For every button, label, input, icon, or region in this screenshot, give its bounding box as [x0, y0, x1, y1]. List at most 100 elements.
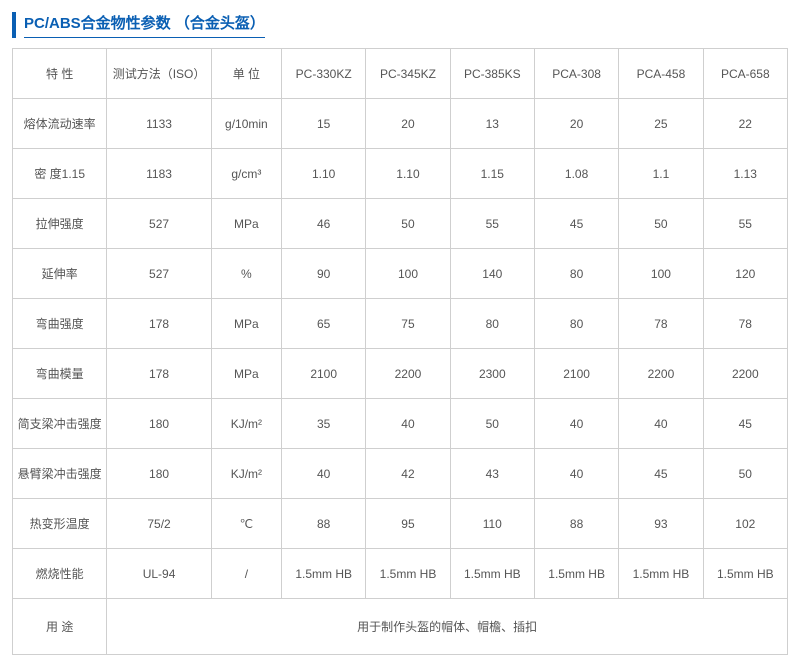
cell-r6-c3: 35	[282, 399, 366, 449]
cell-r9-c4: 1.5mm HB	[366, 549, 450, 599]
cell-r6-c5: 50	[450, 399, 534, 449]
cell-r6-c7: 40	[619, 399, 703, 449]
table-row: 延伸率527%9010014080100120	[13, 249, 788, 299]
cell-r3-c1: 527	[107, 249, 211, 299]
cell-r8-c5: 110	[450, 499, 534, 549]
cell-r3-c8: 120	[703, 249, 787, 299]
cell-r4-c2: MPa	[211, 299, 281, 349]
cell-r2-c4: 50	[366, 199, 450, 249]
cell-r2-c1: 527	[107, 199, 211, 249]
cell-r0-c8: 22	[703, 99, 787, 149]
cell-r6-c8: 45	[703, 399, 787, 449]
cell-r3-c5: 140	[450, 249, 534, 299]
cell-r7-c4: 42	[366, 449, 450, 499]
cell-r2-c8: 55	[703, 199, 787, 249]
cell-r8-c0: 热变形温度	[13, 499, 107, 549]
cell-r8-c7: 93	[619, 499, 703, 549]
cell-r7-c2: KJ/m²	[211, 449, 281, 499]
cell-r2-c0: 拉伸强度	[13, 199, 107, 249]
cell-r7-c6: 40	[534, 449, 618, 499]
cell-r1-c8: 1.13	[703, 149, 787, 199]
cell-r1-c6: 1.08	[534, 149, 618, 199]
cell-r7-c7: 45	[619, 449, 703, 499]
cell-r9-c3: 1.5mm HB	[282, 549, 366, 599]
cell-r0-c4: 20	[366, 99, 450, 149]
cell-r8-c1: 75/2	[107, 499, 211, 549]
cell-r1-c2: g/cm³	[211, 149, 281, 199]
cell-r6-c6: 40	[534, 399, 618, 449]
cell-r3-c7: 100	[619, 249, 703, 299]
cell-r2-c6: 45	[534, 199, 618, 249]
cell-r0-c6: 20	[534, 99, 618, 149]
col-header-2: 单 位	[211, 49, 281, 99]
cell-r9-c8: 1.5mm HB	[703, 549, 787, 599]
table-row: 弯曲强度178MPa657580807878	[13, 299, 788, 349]
cell-r5-c7: 2200	[619, 349, 703, 399]
cell-r9-c6: 1.5mm HB	[534, 549, 618, 599]
cell-r5-c0: 弯曲模量	[13, 349, 107, 399]
cell-r1-c5: 1.15	[450, 149, 534, 199]
cell-r6-c4: 40	[366, 399, 450, 449]
table-row: 熔体流动速率1133g/10min152013202522	[13, 99, 788, 149]
cell-r4-c0: 弯曲强度	[13, 299, 107, 349]
cell-r8-c8: 102	[703, 499, 787, 549]
cell-r6-c2: KJ/m²	[211, 399, 281, 449]
cell-r0-c0: 熔体流动速率	[13, 99, 107, 149]
cell-r9-c7: 1.5mm HB	[619, 549, 703, 599]
cell-r3-c0: 延伸率	[13, 249, 107, 299]
cell-r1-c1: 1183	[107, 149, 211, 199]
cell-r7-c8: 50	[703, 449, 787, 499]
cell-r9-c0: 燃烧性能	[13, 549, 107, 599]
cell-r8-c2: ℃	[211, 499, 281, 549]
cell-r5-c1: 178	[107, 349, 211, 399]
cell-r7-c3: 40	[282, 449, 366, 499]
cell-r5-c8: 2200	[703, 349, 787, 399]
cell-r4-c8: 78	[703, 299, 787, 349]
col-header-6: PCA-308	[534, 49, 618, 99]
cell-r7-c1: 180	[107, 449, 211, 499]
cell-r5-c6: 2100	[534, 349, 618, 399]
table-row: 拉伸强度527MPa465055455055	[13, 199, 788, 249]
table-row: 热变形温度75/2℃88951108893102	[13, 499, 788, 549]
table-row: 悬臂梁冲击强度180KJ/m²404243404550	[13, 449, 788, 499]
cell-r8-c3: 88	[282, 499, 366, 549]
spec-table: 特 性测试方法（ISO）单 位PC-330KZPC-345KZPC-385KSP…	[12, 48, 788, 655]
cell-r1-c4: 1.10	[366, 149, 450, 199]
cell-r9-c5: 1.5mm HB	[450, 549, 534, 599]
cell-r4-c5: 80	[450, 299, 534, 349]
table-head: 特 性测试方法（ISO）单 位PC-330KZPC-345KZPC-385KSP…	[13, 49, 788, 99]
usage-row: 用 途用于制作头盔的帽体、帽檐、插扣	[13, 599, 788, 655]
cell-r4-c4: 75	[366, 299, 450, 349]
cell-r4-c7: 78	[619, 299, 703, 349]
col-header-7: PCA-458	[619, 49, 703, 99]
cell-r5-c5: 2300	[450, 349, 534, 399]
cell-r2-c3: 46	[282, 199, 366, 249]
table-body: 熔体流动速率1133g/10min152013202522密 度1.151183…	[13, 99, 788, 655]
title-container: PC/ABS合金物性参数 （合金头盔）	[12, 12, 788, 38]
cell-r5-c4: 2200	[366, 349, 450, 399]
usage-label: 用 途	[13, 599, 107, 655]
cell-r8-c6: 88	[534, 499, 618, 549]
cell-r6-c0: 简支梁冲击强度	[13, 399, 107, 449]
cell-r0-c3: 15	[282, 99, 366, 149]
table-row: 弯曲模量178MPa210022002300210022002200	[13, 349, 788, 399]
table-row: 简支梁冲击强度180KJ/m²354050404045	[13, 399, 788, 449]
cell-r4-c3: 65	[282, 299, 366, 349]
cell-r0-c2: g/10min	[211, 99, 281, 149]
usage-value: 用于制作头盔的帽体、帽檐、插扣	[107, 599, 788, 655]
cell-r8-c4: 95	[366, 499, 450, 549]
cell-r4-c6: 80	[534, 299, 618, 349]
col-header-0: 特 性	[13, 49, 107, 99]
cell-r7-c0: 悬臂梁冲击强度	[13, 449, 107, 499]
col-header-3: PC-330KZ	[282, 49, 366, 99]
cell-r9-c1: UL-94	[107, 549, 211, 599]
cell-r1-c3: 1.10	[282, 149, 366, 199]
cell-r1-c0: 密 度1.15	[13, 149, 107, 199]
cell-r2-c7: 50	[619, 199, 703, 249]
col-header-1: 测试方法（ISO）	[107, 49, 211, 99]
table-row: 密 度1.151183g/cm³1.101.101.151.081.11.13	[13, 149, 788, 199]
table-header-row: 特 性测试方法（ISO）单 位PC-330KZPC-345KZPC-385KSP…	[13, 49, 788, 99]
cell-r9-c2: /	[211, 549, 281, 599]
cell-r5-c2: MPa	[211, 349, 281, 399]
col-header-4: PC-345KZ	[366, 49, 450, 99]
